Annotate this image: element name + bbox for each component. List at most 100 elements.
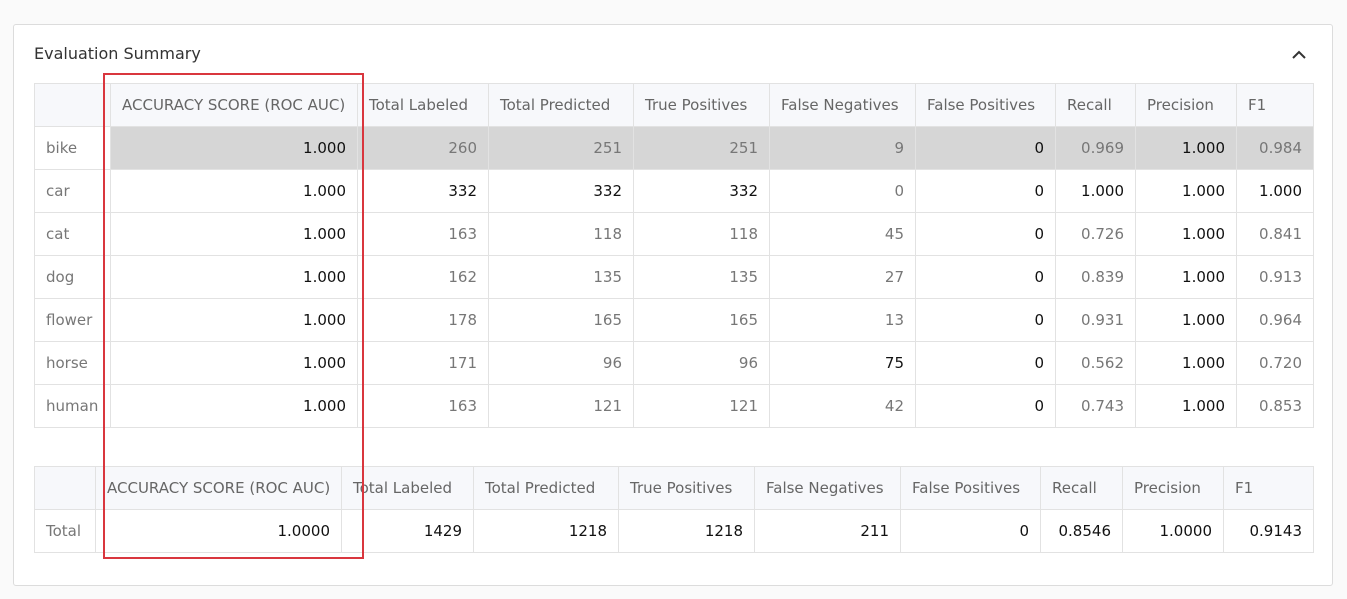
table-row[interactable]: bike 1.000 260 251 251 9 0 0.969 1.000 0…	[34, 126, 1314, 170]
cell[interactable]: 1.000	[110, 384, 358, 428]
cell[interactable]: 75	[769, 341, 916, 385]
col-header-total-labeled[interactable]: Total Labeled	[357, 83, 489, 127]
col-header-false-negatives[interactable]: False Negatives	[769, 83, 916, 127]
col-header-false-positives[interactable]: False Positives	[915, 83, 1056, 127]
cell[interactable]: 251	[488, 126, 634, 170]
cell[interactable]: 0	[915, 169, 1056, 213]
cell[interactable]: 332	[357, 169, 489, 213]
table-row[interactable]: cat 1.000 163 118 118 45 0 0.726 1.000 0…	[34, 212, 1314, 256]
cell[interactable]: 0.562	[1055, 341, 1136, 385]
col-header-accuracy[interactable]: ACCURACY SCORE (ROC AUC)	[95, 466, 342, 510]
col-header-total-labeled[interactable]: Total Labeled	[341, 466, 474, 510]
cell[interactable]: 0	[915, 255, 1056, 299]
col-header-recall[interactable]: Recall	[1040, 466, 1123, 510]
cell[interactable]: 1.000	[1236, 169, 1314, 213]
cell[interactable]: 1.0000	[95, 509, 342, 553]
col-header-accuracy[interactable]: ACCURACY SCORE (ROC AUC)	[110, 83, 358, 127]
col-header-precision[interactable]: Precision	[1135, 83, 1237, 127]
col-header-false-positives[interactable]: False Positives	[900, 466, 1041, 510]
cell[interactable]: 1.000	[110, 341, 358, 385]
table-row[interactable]: dog 1.000 162 135 135 27 0 0.839 1.000 0…	[34, 255, 1314, 299]
col-header-f1[interactable]: F1	[1236, 83, 1314, 127]
cell[interactable]: 1.000	[1135, 384, 1237, 428]
cell[interactable]: 13	[769, 298, 916, 342]
table-row[interactable]: flower 1.000 178 165 165 13 0 0.931 1.00…	[34, 298, 1314, 342]
cell[interactable]: 118	[633, 212, 770, 256]
cell[interactable]: 0.839	[1055, 255, 1136, 299]
cell[interactable]: 1.000	[110, 212, 358, 256]
cell[interactable]: 0.726	[1055, 212, 1136, 256]
table-row[interactable]: car 1.000 332 332 332 0 0 1.000 1.000 1.…	[34, 169, 1314, 213]
cell[interactable]: 165	[633, 298, 770, 342]
cell[interactable]: 332	[488, 169, 634, 213]
cell[interactable]: 332	[633, 169, 770, 213]
cell[interactable]: 1.000	[1055, 169, 1136, 213]
cell[interactable]: 0.969	[1055, 126, 1136, 170]
cell[interactable]: 165	[488, 298, 634, 342]
cell[interactable]: 135	[633, 255, 770, 299]
cell[interactable]: 96	[488, 341, 634, 385]
cell[interactable]: 96	[633, 341, 770, 385]
cell[interactable]: 0.720	[1236, 341, 1314, 385]
col-header-precision[interactable]: Precision	[1122, 466, 1224, 510]
col-header-true-positives[interactable]: True Positives	[618, 466, 755, 510]
cell[interactable]: 1.000	[110, 169, 358, 213]
col-header-true-positives[interactable]: True Positives	[633, 83, 770, 127]
cell[interactable]: 0	[769, 169, 916, 213]
col-header-total-predicted[interactable]: Total Predicted	[488, 83, 634, 127]
cell[interactable]: 1218	[473, 509, 619, 553]
cell[interactable]: 1429	[341, 509, 474, 553]
row-label: flower	[34, 298, 111, 342]
col-header-total-predicted[interactable]: Total Predicted	[473, 466, 619, 510]
cell[interactable]: 1.000	[1135, 298, 1237, 342]
chevron-up-icon[interactable]	[1290, 45, 1308, 63]
cell[interactable]: 0.853	[1236, 384, 1314, 428]
cell[interactable]: 9	[769, 126, 916, 170]
cell[interactable]: 171	[357, 341, 489, 385]
cell[interactable]: 121	[633, 384, 770, 428]
cell[interactable]: 211	[754, 509, 901, 553]
cell[interactable]: 163	[357, 384, 489, 428]
cell[interactable]: 45	[769, 212, 916, 256]
cell[interactable]: 1.000	[1135, 255, 1237, 299]
cell[interactable]: 1.000	[110, 298, 358, 342]
cell[interactable]: 1.000	[110, 126, 358, 170]
cell[interactable]: 0.931	[1055, 298, 1136, 342]
cell[interactable]: 0	[915, 298, 1056, 342]
cell[interactable]: 1.000	[110, 255, 358, 299]
cell[interactable]: 0	[915, 126, 1056, 170]
cell[interactable]: 260	[357, 126, 489, 170]
cell[interactable]: 1.000	[1135, 341, 1237, 385]
cell[interactable]: 178	[357, 298, 489, 342]
cell[interactable]: 1.000	[1135, 126, 1237, 170]
cell[interactable]: 0.743	[1055, 384, 1136, 428]
cell[interactable]: 0.913	[1236, 255, 1314, 299]
cell[interactable]: 162	[357, 255, 489, 299]
cell[interactable]: 0	[900, 509, 1041, 553]
cell[interactable]: 0.9143	[1223, 509, 1314, 553]
cell[interactable]: 1218	[618, 509, 755, 553]
cell[interactable]: 135	[488, 255, 634, 299]
cell[interactable]: 0.841	[1236, 212, 1314, 256]
cell[interactable]: 1.000	[1135, 212, 1237, 256]
cell[interactable]: 1.0000	[1122, 509, 1224, 553]
cell[interactable]: 42	[769, 384, 916, 428]
cell[interactable]: 0	[915, 341, 1056, 385]
table-row[interactable]: horse 1.000 171 96 96 75 0 0.562 1.000 0…	[34, 341, 1314, 385]
col-header-false-negatives[interactable]: False Negatives	[754, 466, 901, 510]
cell[interactable]: 0.8546	[1040, 509, 1123, 553]
cell[interactable]: 0.964	[1236, 298, 1314, 342]
cell[interactable]: 163	[357, 212, 489, 256]
cell[interactable]: 0	[915, 212, 1056, 256]
total-row[interactable]: Total 1.0000 1429 1218 1218 211 0 0.8546…	[34, 509, 1314, 553]
cell[interactable]: 121	[488, 384, 634, 428]
col-header-f1[interactable]: F1	[1223, 466, 1314, 510]
cell[interactable]: 118	[488, 212, 634, 256]
cell[interactable]: 251	[633, 126, 770, 170]
cell[interactable]: 0	[915, 384, 1056, 428]
cell[interactable]: 27	[769, 255, 916, 299]
cell[interactable]: 0.984	[1236, 126, 1314, 170]
cell[interactable]: 1.000	[1135, 169, 1237, 213]
table-row[interactable]: human 1.000 163 121 121 42 0 0.743 1.000…	[34, 384, 1314, 428]
col-header-recall[interactable]: Recall	[1055, 83, 1136, 127]
